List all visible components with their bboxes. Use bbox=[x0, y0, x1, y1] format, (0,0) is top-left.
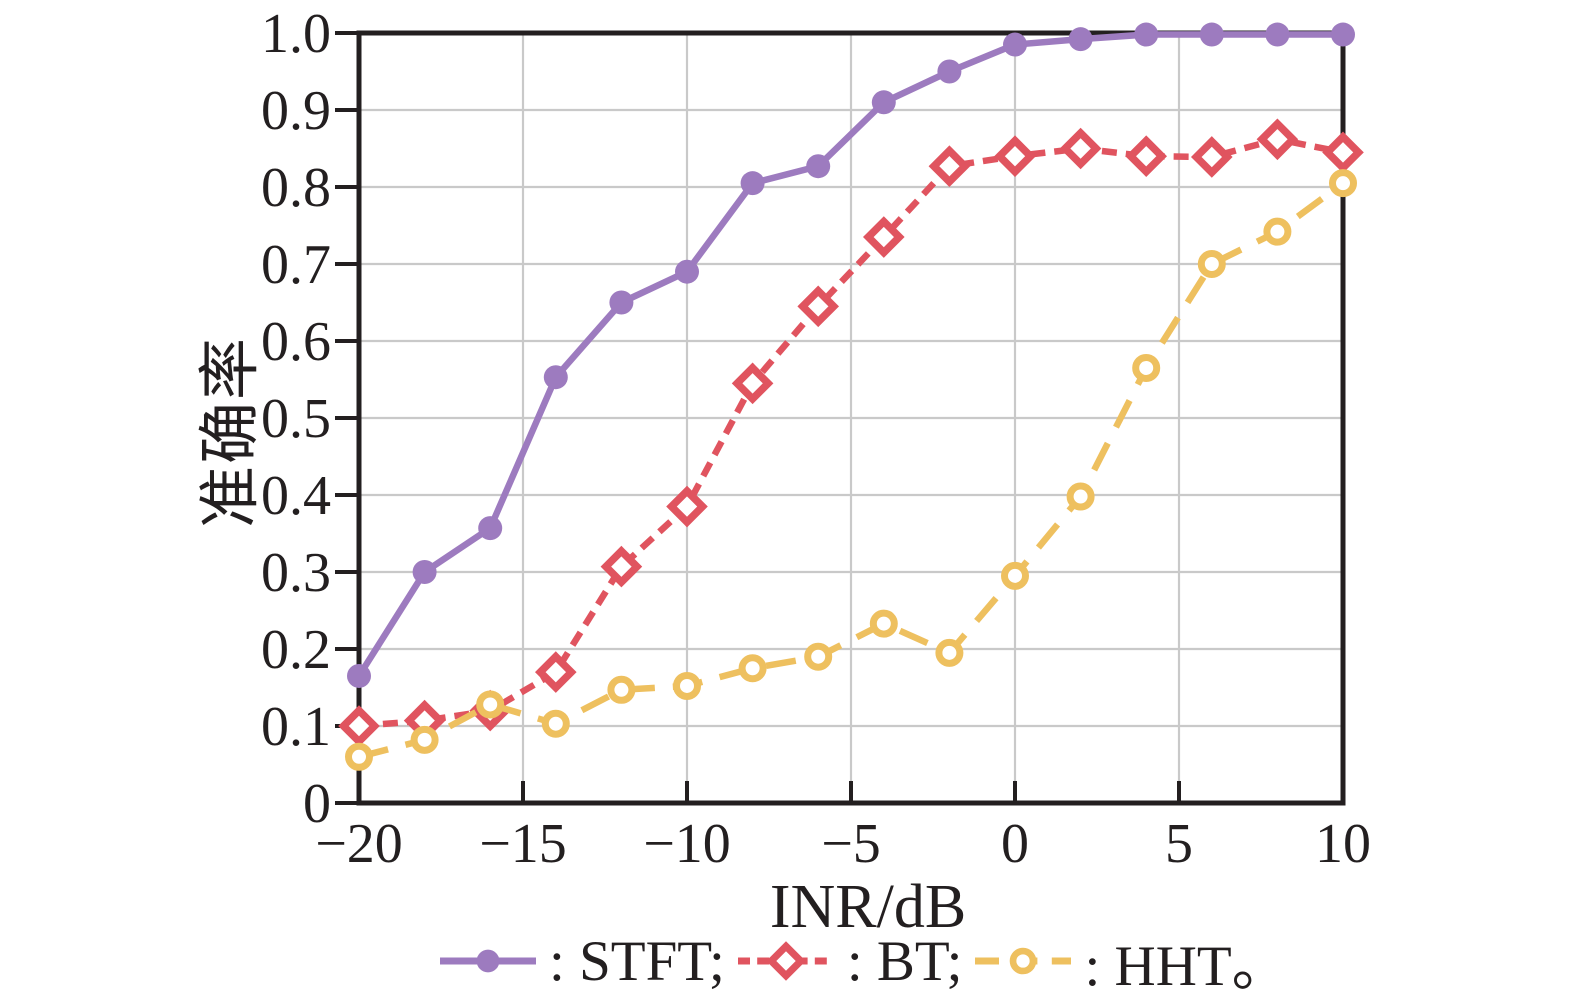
data-point-marker bbox=[1059, 127, 1102, 170]
y-tick-label: 0.5 bbox=[261, 388, 331, 450]
data-point-marker bbox=[937, 59, 962, 84]
y-tick-label: 0.1 bbox=[261, 696, 331, 758]
data-point-marker bbox=[1265, 22, 1290, 47]
y-tick-label: 0.9 bbox=[261, 80, 331, 142]
data-point-marker bbox=[1001, 561, 1029, 590]
data-point-marker bbox=[1010, 947, 1037, 975]
legend-item-bt: : BT; bbox=[737, 929, 963, 994]
data-point-marker bbox=[543, 365, 568, 390]
data-point-marker bbox=[1322, 131, 1364, 174]
legend-swatch-stft-line-marker-icon bbox=[440, 949, 536, 973]
data-point-marker bbox=[1132, 353, 1161, 382]
legend-label-bt: : BT; bbox=[846, 929, 963, 993]
y-tick-label: 0.3 bbox=[261, 542, 331, 604]
data-point-marker bbox=[797, 285, 840, 328]
x-tick-label: −10 bbox=[643, 813, 731, 875]
x-tick-label: 5 bbox=[1165, 813, 1193, 875]
x-axis-label: INR/dB bbox=[769, 873, 967, 941]
data-point-marker bbox=[412, 560, 437, 584]
x-tick-label: −5 bbox=[821, 813, 881, 875]
data-point-marker bbox=[1003, 32, 1027, 57]
data-point-marker bbox=[738, 654, 767, 683]
data-point-marker bbox=[534, 651, 577, 693]
x-tick-label: 0 bbox=[1001, 813, 1029, 875]
data-point-marker bbox=[1190, 136, 1233, 178]
y-tick-label: 1.0 bbox=[261, 3, 331, 65]
data-point-marker bbox=[338, 705, 380, 747]
data-point-marker bbox=[871, 90, 896, 115]
series-line bbox=[356, 31, 1343, 678]
data-point-marker bbox=[476, 690, 505, 719]
legend: : STFT; : BT; : HHT。 bbox=[440, 926, 1289, 998]
data-point-marker bbox=[666, 485, 708, 528]
data-point-marker bbox=[766, 941, 806, 981]
series-line bbox=[358, 136, 1344, 730]
y-tick-label: 0.7 bbox=[261, 234, 331, 296]
x-tick-label: −20 bbox=[315, 813, 403, 875]
data-point-marker bbox=[1256, 118, 1299, 161]
data-point-marker bbox=[862, 216, 905, 258]
data-point-marker bbox=[1134, 22, 1159, 47]
series-hht bbox=[345, 169, 1357, 771]
data-point-marker bbox=[1331, 22, 1355, 47]
data-point-marker bbox=[806, 154, 831, 179]
data-point-marker bbox=[1068, 27, 1093, 52]
data-point-marker bbox=[1199, 22, 1224, 47]
data-point-marker bbox=[1197, 250, 1226, 278]
data-point-marker bbox=[410, 725, 439, 754]
x-tick-label: 10 bbox=[1315, 813, 1371, 875]
y-axis-label: 准确率 bbox=[197, 335, 265, 529]
data-point-marker bbox=[609, 290, 634, 315]
data-point-marker bbox=[600, 545, 643, 588]
data-point-marker bbox=[675, 259, 699, 284]
data-point-marker bbox=[994, 135, 1036, 178]
data-point-marker bbox=[347, 663, 371, 688]
data-point-marker bbox=[1125, 135, 1168, 178]
y-tick-label: 0.6 bbox=[261, 311, 331, 373]
legend-label-hht: : HHT。 bbox=[1084, 935, 1289, 998]
data-point-marker bbox=[935, 638, 964, 667]
data-point-marker bbox=[869, 609, 898, 638]
data-point-marker bbox=[1066, 482, 1095, 511]
legend-item-stft: : STFT; bbox=[440, 929, 725, 994]
y-tick-label: 0.2 bbox=[261, 619, 331, 681]
data-point-marker bbox=[731, 362, 774, 405]
y-tick-label: 0.4 bbox=[261, 465, 331, 527]
data-point-marker bbox=[1329, 169, 1357, 198]
data-point-marker bbox=[673, 671, 701, 700]
legend-swatch-hht-line-marker-icon bbox=[975, 947, 1072, 975]
legend-label-stft: : STFT; bbox=[549, 929, 725, 993]
data-point-marker bbox=[345, 742, 373, 771]
data-point-marker bbox=[541, 709, 570, 738]
legend-item-hht: : HHT。 bbox=[975, 920, 1289, 1001]
data-point-marker bbox=[607, 675, 636, 704]
data-point-marker bbox=[928, 145, 971, 188]
y-tick-label: 0 bbox=[303, 773, 331, 835]
legend-swatch-bt-line-marker-icon bbox=[737, 941, 834, 981]
series-stft bbox=[347, 22, 1355, 688]
data-point-marker bbox=[1263, 217, 1292, 246]
data-point-marker bbox=[804, 642, 833, 671]
x-tick-label: −15 bbox=[479, 813, 567, 875]
data-point-marker bbox=[740, 171, 765, 196]
data-point-marker bbox=[478, 516, 503, 541]
y-tick-label: 0.8 bbox=[261, 157, 331, 219]
data-point-marker bbox=[476, 949, 500, 973]
